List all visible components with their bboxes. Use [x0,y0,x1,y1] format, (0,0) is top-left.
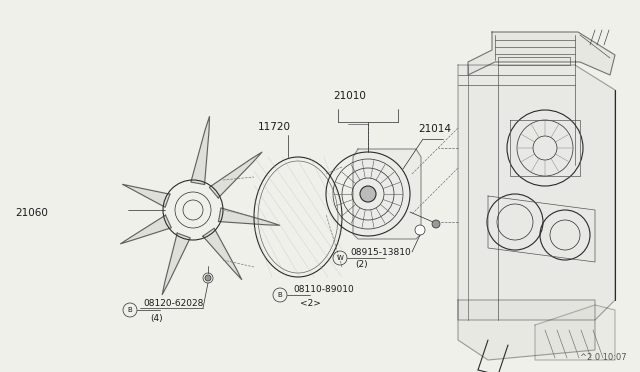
Text: <2>: <2> [300,298,321,308]
Text: (4): (4) [150,314,163,323]
Circle shape [432,220,440,228]
Polygon shape [458,300,595,360]
Polygon shape [218,208,280,225]
Text: 21010: 21010 [333,91,367,101]
Text: 08110-89010: 08110-89010 [293,285,354,294]
Polygon shape [535,305,615,360]
Text: W: W [337,255,344,261]
Polygon shape [203,228,242,280]
Polygon shape [209,152,262,198]
Polygon shape [191,116,209,185]
Text: 11720: 11720 [258,122,291,132]
Text: (2): (2) [355,260,367,269]
Text: 08915-13810: 08915-13810 [350,247,411,257]
Text: 21060: 21060 [15,208,48,218]
Polygon shape [458,65,615,320]
Circle shape [415,225,425,235]
Polygon shape [162,233,190,295]
Text: B: B [278,292,282,298]
Text: B: B [127,307,132,313]
Circle shape [360,186,376,202]
Text: 21014: 21014 [418,124,451,134]
Circle shape [205,275,211,281]
Polygon shape [468,32,615,75]
Polygon shape [120,215,172,244]
Text: ^2 0 10:07: ^2 0 10:07 [580,353,627,362]
Text: 08120-62028: 08120-62028 [143,298,204,308]
Polygon shape [122,185,170,207]
Polygon shape [353,149,421,239]
